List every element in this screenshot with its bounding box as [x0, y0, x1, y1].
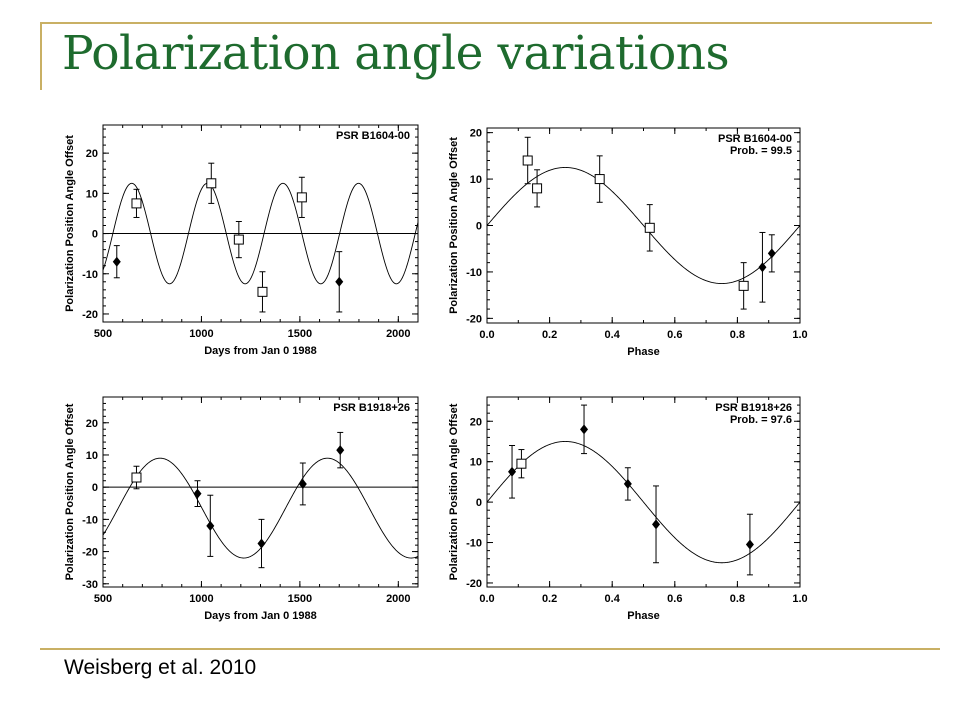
- data-point-square: [233, 234, 244, 245]
- data-point-diamond: [652, 519, 661, 530]
- data-point-square: [131, 198, 142, 209]
- y-tick-label: -30: [82, 579, 98, 591]
- probability-label: Prob. = 97.6: [730, 414, 792, 426]
- x-tick-label: 0.2: [542, 329, 557, 341]
- data-point-square: [516, 458, 527, 469]
- x-tick-label: 2000: [386, 593, 410, 605]
- x-axis-label: Phase: [627, 610, 659, 622]
- y-tick-label: 10: [86, 450, 98, 462]
- chart-b1918-days: 500 1000 1500 2000 -30 -20 -10 0 10 20 Days from J…: [64, 396, 419, 622]
- x-tick-label: 500: [94, 593, 112, 605]
- data-point-diamond: [298, 478, 307, 489]
- y-tick-label: -20: [82, 309, 98, 321]
- plot-frame: [102, 396, 419, 588]
- x-tick-label: 1500: [288, 328, 312, 340]
- fit-curve: [103, 457, 418, 559]
- x-axis-label: Days from Jan 0 1988: [204, 345, 317, 357]
- fit-curve: [487, 167, 800, 284]
- y-tick-label: 0: [476, 221, 482, 233]
- data-point-diamond: [206, 520, 215, 531]
- y-tick-label: 20: [470, 416, 482, 428]
- data-point-diamond: [336, 445, 345, 456]
- x-tick-label: 1.0: [792, 329, 807, 341]
- y-tick-label: 20: [86, 418, 98, 430]
- x-tick-label: 0.0: [479, 329, 494, 341]
- data-point-diamond: [758, 262, 767, 273]
- y-tick-label: 10: [86, 188, 98, 200]
- y-tick-label: 0: [92, 229, 98, 241]
- data-point-diamond: [767, 248, 776, 259]
- probability-label: Prob. = 99.5: [730, 145, 792, 157]
- y-tick-label: 20: [470, 128, 482, 140]
- fit-curve: [487, 441, 800, 564]
- y-tick-label: -20: [466, 313, 482, 325]
- slide-title: Polarization angle variations: [62, 26, 730, 81]
- data-point-diamond: [508, 466, 517, 477]
- frame-bottom-rule: [40, 648, 940, 650]
- chart-b1918-phase: 0.0 0.2 0.4 0.6 0.8 1.0 -20 -10 0 10 20 Phase Polari…: [448, 396, 808, 622]
- data-point-square: [257, 286, 268, 297]
- y-axis-label: Polarization Position Angle Offset: [448, 137, 460, 314]
- x-tick-label: 0.4: [605, 593, 621, 605]
- x-tick-label: 0.4: [605, 329, 621, 341]
- x-tick-label: 1.0: [792, 593, 807, 605]
- x-tick-label: 1500: [288, 593, 312, 605]
- data-point-square: [594, 174, 605, 185]
- data-point-diamond: [112, 256, 121, 267]
- x-axis-label: Phase: [627, 346, 659, 358]
- pulsar-label: PSR B1918+26: [715, 402, 792, 414]
- data-point-diamond: [193, 488, 202, 499]
- y-tick-label: 0: [476, 497, 482, 509]
- y-tick-label: -10: [466, 267, 482, 279]
- pulsar-label: PSR B1604-00: [336, 130, 410, 142]
- x-tick-label: 1000: [189, 593, 213, 605]
- x-tick-label: 500: [94, 328, 112, 340]
- y-tick-label: 0: [92, 482, 98, 494]
- data-point-square: [738, 280, 749, 291]
- x-tick-label: 0.8: [730, 593, 745, 605]
- data-point-square: [522, 155, 533, 166]
- x-tick-label: 0.8: [730, 329, 745, 341]
- y-tick-label: 20: [86, 148, 98, 160]
- x-axis-label: Days from Jan 0 1988: [204, 610, 317, 622]
- data-point-diamond: [257, 538, 266, 549]
- x-tick-label: 2000: [386, 328, 410, 340]
- data-point-square: [206, 178, 217, 189]
- data-point-diamond: [745, 539, 754, 550]
- x-tick-label: 0.6: [667, 593, 682, 605]
- citation: Weisberg et al. 2010: [64, 656, 257, 679]
- pulsar-label: PSR B1604-00: [718, 133, 792, 145]
- data-point-square: [296, 192, 307, 203]
- y-tick-label: -10: [82, 514, 98, 526]
- y-tick-label: -20: [82, 547, 98, 559]
- y-tick-label: 10: [470, 174, 482, 186]
- y-axis-label: Polarization Position Angle Offset: [64, 135, 76, 312]
- y-axis-label: Polarization Position Angle Offset: [64, 403, 76, 580]
- y-tick-label: -10: [466, 538, 482, 550]
- y-axis-label: Polarization Position Angle Offset: [448, 403, 460, 580]
- chart-b1604-phase: 0.0 0.2 0.4 0.6 0.8 1.0 -20 -10 0 10 20 Phase Polari…: [448, 127, 808, 358]
- data-point-square: [532, 183, 543, 194]
- x-tick-label: 0.0: [479, 593, 494, 605]
- y-tick-label: -20: [466, 578, 482, 590]
- pulsar-label: PSR B1918+26: [333, 402, 410, 414]
- fit-curve: [103, 182, 418, 285]
- data-point-diamond: [580, 424, 589, 435]
- frame-left-rule: [40, 22, 42, 90]
- frame-top-rule: [40, 22, 932, 24]
- x-tick-label: 0.2: [542, 593, 557, 605]
- data-point-square: [644, 222, 655, 233]
- x-tick-label: 1000: [189, 328, 213, 340]
- y-tick-label: -10: [82, 269, 98, 281]
- data-point-diamond: [335, 276, 344, 287]
- x-tick-label: 0.6: [667, 329, 682, 341]
- y-tick-label: 10: [470, 457, 482, 469]
- data-point-square: [131, 472, 142, 483]
- data-point-diamond: [623, 478, 632, 489]
- chart-b1604-days: 500 1000 1500 2000 -20 -10 0 10 20 Days from Jan …: [64, 124, 419, 357]
